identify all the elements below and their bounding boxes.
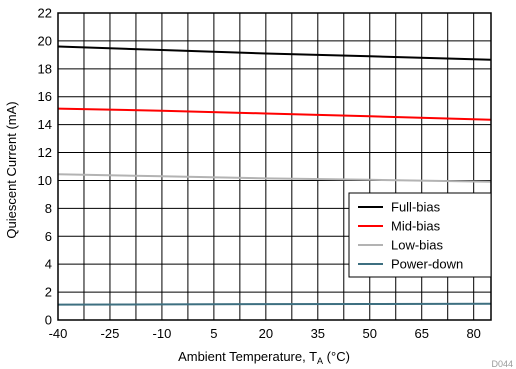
- x-tick-label: 20: [259, 326, 273, 341]
- x-tick-label: 65: [414, 326, 428, 341]
- figure-id: D044: [491, 359, 513, 369]
- y-tick-label: 0: [45, 313, 52, 328]
- y-tick-label: 18: [38, 61, 52, 76]
- x-tick-label: 5: [210, 326, 217, 341]
- y-tick-label: 20: [38, 33, 52, 48]
- tick-labels: 0 2 4 6 8 10 12 14 16 18 20 22 -40 -25 -10 5 20 35 50 65 80: [38, 6, 481, 342]
- x-axis-title-unit: (°C): [323, 349, 350, 364]
- series-line-full-bias: [57, 45, 492, 61]
- x-tick-label: 50: [363, 326, 377, 341]
- series-line-mid-bias: [57, 107, 492, 121]
- y-tick-label: 2: [45, 285, 52, 300]
- x-tick-label: -40: [49, 326, 68, 341]
- y-tick-label: 6: [45, 229, 52, 244]
- y-tick-label: 4: [45, 257, 52, 272]
- y-tick-label: 12: [38, 145, 52, 160]
- series-line-power-down: [57, 302, 492, 306]
- legend-label-full-bias: Full-bias: [391, 200, 441, 215]
- y-tick-label: 8: [45, 201, 52, 216]
- y-tick-label: 10: [38, 173, 52, 188]
- y-tick-label: 22: [38, 6, 52, 21]
- y-tick-label: 16: [38, 89, 52, 104]
- x-axis-title-main: Ambient Temperature, T: [178, 349, 317, 364]
- y-axis-title: Quiescent Current (mA): [4, 101, 19, 238]
- x-tick-label: 35: [311, 326, 325, 341]
- x-axis-title: Ambient Temperature, TA (°C): [178, 349, 350, 366]
- plot-frame: [57, 12, 492, 321]
- legend: Full-bias Mid-bias Low-bias Power-down: [348, 192, 492, 278]
- x-axis-title-subscript: A: [317, 356, 323, 366]
- x-tick-label: -25: [101, 326, 120, 341]
- x-tick-label: 80: [466, 326, 480, 341]
- legend-label-low-bias: Low-bias: [391, 238, 444, 253]
- legend-label-mid-bias: Mid-bias: [391, 219, 441, 234]
- x-tick-label: -10: [153, 326, 172, 341]
- series-layer: [57, 45, 492, 306]
- legend-label-power-down: Power-down: [391, 257, 463, 272]
- y-tick-label: 14: [38, 117, 52, 132]
- series-line-low-bias: [57, 173, 492, 183]
